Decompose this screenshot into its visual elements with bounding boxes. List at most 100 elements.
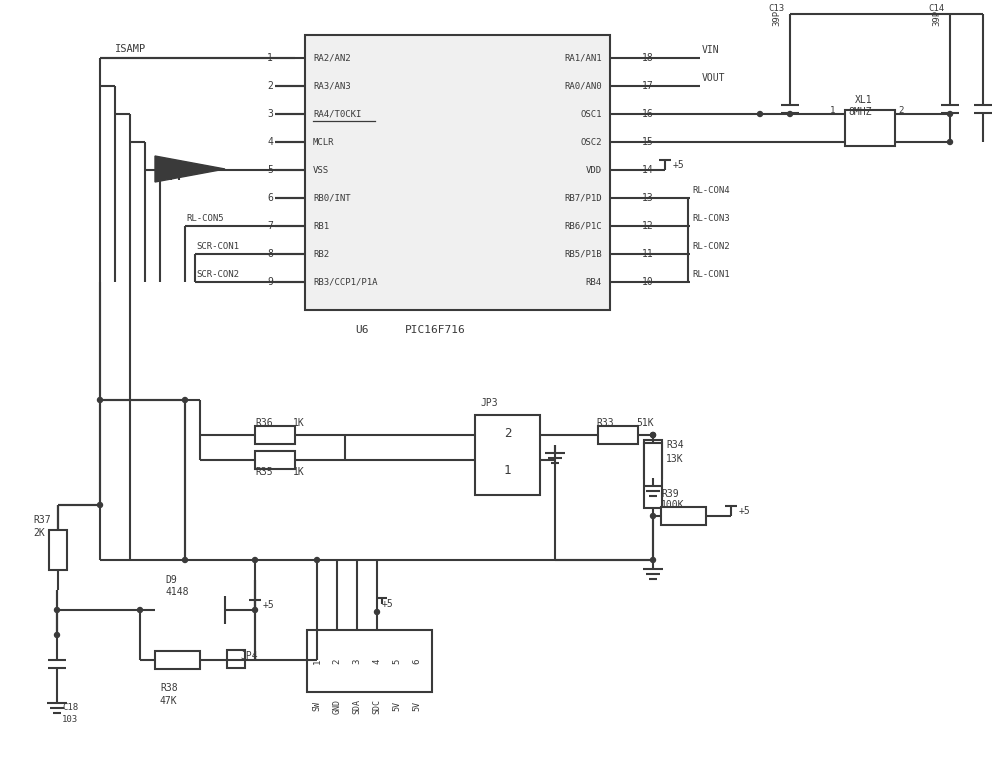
Text: VSS: VSS — [313, 165, 329, 174]
Circle shape — [54, 633, 60, 637]
Text: RB1: RB1 — [313, 221, 329, 231]
Polygon shape — [155, 156, 225, 182]
Text: SCR-CON2: SCR-CON2 — [196, 270, 239, 279]
Text: 1: 1 — [312, 658, 322, 664]
Text: 1K: 1K — [293, 467, 305, 477]
Text: SDA: SDA — [352, 699, 362, 714]
Text: RA0/AN0: RA0/AN0 — [564, 82, 602, 90]
Text: +5: +5 — [382, 599, 394, 609]
Text: 2K: 2K — [33, 528, 45, 538]
Text: 39P: 39P — [772, 10, 781, 26]
Text: 2: 2 — [898, 105, 903, 115]
Circle shape — [948, 139, 952, 144]
Text: 18: 18 — [642, 53, 654, 63]
Text: RA4/T0CKI: RA4/T0CKI — [313, 110, 361, 118]
Circle shape — [650, 513, 656, 519]
Text: 13: 13 — [642, 193, 654, 203]
Bar — [49, 530, 67, 570]
Bar — [255, 426, 295, 444]
Text: SCR-CON1: SCR-CON1 — [196, 241, 239, 251]
Text: C13: C13 — [768, 3, 784, 12]
Text: RA2/AN2: RA2/AN2 — [313, 54, 351, 62]
Text: RL-CON5: RL-CON5 — [186, 213, 224, 223]
Text: 1: 1 — [504, 464, 511, 477]
Text: 8: 8 — [267, 249, 273, 259]
Circle shape — [252, 608, 258, 612]
Text: 16: 16 — [642, 109, 654, 119]
Bar — [475, 415, 540, 495]
Bar — [598, 426, 638, 444]
Text: 51K: 51K — [636, 418, 654, 428]
Text: VIN: VIN — [702, 45, 720, 55]
Text: RA3/AN3: RA3/AN3 — [313, 82, 351, 90]
Text: RL-CON4: RL-CON4 — [692, 185, 730, 195]
Circle shape — [252, 558, 258, 562]
Text: 5V: 5V — [392, 701, 402, 711]
Text: RA1/AN1: RA1/AN1 — [564, 54, 602, 62]
Text: 2: 2 — [332, 658, 342, 664]
Text: 17: 17 — [642, 81, 654, 91]
Circle shape — [758, 111, 763, 117]
Text: 5: 5 — [267, 165, 273, 175]
Text: R36: R36 — [255, 418, 273, 428]
Circle shape — [314, 558, 320, 562]
Circle shape — [182, 397, 188, 403]
Text: 12: 12 — [642, 221, 654, 231]
Bar — [227, 650, 245, 668]
Text: R37: R37 — [33, 515, 51, 525]
Text: R39: R39 — [661, 489, 679, 499]
Text: 4: 4 — [267, 137, 273, 147]
Text: RB5/P1B: RB5/P1B — [564, 249, 602, 259]
Text: GND: GND — [332, 699, 342, 714]
Text: JP3: JP3 — [480, 398, 498, 408]
Text: 47K: 47K — [160, 696, 178, 706]
Bar — [305, 35, 610, 310]
Text: 1K: 1K — [293, 418, 305, 428]
Text: RL-CON1: RL-CON1 — [692, 270, 730, 279]
Text: 2: 2 — [267, 81, 273, 91]
Bar — [661, 507, 706, 525]
Circle shape — [138, 608, 143, 612]
Text: 9: 9 — [267, 277, 273, 287]
Text: 1: 1 — [267, 53, 273, 63]
Text: 39P: 39P — [932, 10, 941, 26]
Text: R38: R38 — [160, 683, 178, 693]
Bar — [307, 630, 432, 692]
Text: 13K: 13K — [666, 454, 684, 464]
Circle shape — [98, 502, 103, 507]
Text: 8MHZ: 8MHZ — [848, 107, 872, 117]
Circle shape — [650, 558, 656, 562]
Circle shape — [168, 167, 173, 172]
Bar — [255, 451, 295, 469]
Bar — [644, 440, 662, 478]
Text: +5: +5 — [263, 600, 275, 610]
Text: RB4: RB4 — [586, 277, 602, 287]
Text: U6: U6 — [355, 325, 368, 335]
Text: OSC1: OSC1 — [580, 110, 602, 118]
Circle shape — [948, 111, 952, 117]
Text: +5: +5 — [673, 160, 685, 170]
Circle shape — [54, 608, 60, 612]
Bar — [644, 443, 662, 508]
Text: 4: 4 — [372, 658, 382, 664]
Circle shape — [650, 432, 656, 438]
Text: 2: 2 — [504, 426, 511, 439]
Text: RB6/P1C: RB6/P1C — [564, 221, 602, 231]
Text: 3: 3 — [352, 658, 362, 664]
Text: 15: 15 — [642, 137, 654, 147]
Text: R35: R35 — [255, 467, 273, 477]
Text: SW: SW — [312, 701, 322, 711]
Text: 10: 10 — [642, 277, 654, 287]
Text: RL-CON2: RL-CON2 — [692, 241, 730, 251]
Text: R34: R34 — [666, 440, 684, 450]
Text: 11: 11 — [642, 249, 654, 259]
Text: 7: 7 — [267, 221, 273, 231]
Text: SDC: SDC — [372, 699, 382, 714]
Text: C14: C14 — [928, 3, 944, 12]
Bar — [845, 110, 895, 146]
Text: JP4: JP4 — [240, 651, 258, 661]
Text: VDD: VDD — [586, 165, 602, 174]
Text: D9: D9 — [165, 575, 177, 585]
Text: 6: 6 — [413, 658, 422, 664]
Text: RB7/P1D: RB7/P1D — [564, 193, 602, 203]
